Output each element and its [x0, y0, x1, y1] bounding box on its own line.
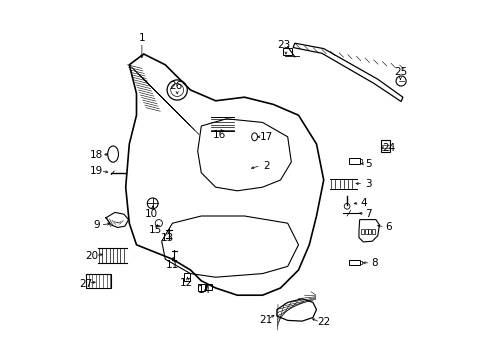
Text: 13: 13 [160, 233, 173, 243]
Text: 22: 22 [316, 317, 330, 327]
Bar [364, 229, 367, 234]
Text: 1: 1 [138, 33, 145, 43]
Text: 7: 7 [365, 209, 371, 219]
Text: 10: 10 [144, 209, 157, 219]
Text: 25: 25 [394, 67, 407, 77]
Text: 4: 4 [359, 198, 366, 208]
Bar [360, 261, 362, 264]
Text: 6: 6 [385, 222, 391, 232]
Text: 2: 2 [262, 161, 269, 171]
Text: 18: 18 [90, 150, 103, 160]
Text: 5: 5 [365, 159, 371, 169]
Bar [371, 229, 374, 234]
Text: 17: 17 [259, 132, 272, 142]
Text: 14: 14 [198, 285, 211, 295]
Text: 23: 23 [277, 40, 290, 50]
Text: 21: 21 [259, 315, 272, 325]
Text: 11: 11 [165, 260, 179, 270]
Bar [360, 159, 362, 163]
Text: 3: 3 [365, 179, 371, 189]
Text: 19: 19 [90, 166, 103, 176]
Bar [283, 48, 292, 55]
Bar [367, 229, 370, 234]
Text: 8: 8 [370, 258, 377, 268]
Text: 26: 26 [169, 81, 183, 91]
Bar [348, 158, 359, 164]
Text: 20: 20 [85, 251, 98, 261]
Text: 9: 9 [93, 220, 100, 230]
Bar [197, 284, 204, 291]
Text: 15: 15 [148, 225, 162, 235]
Text: 24: 24 [381, 143, 394, 153]
Bar [361, 229, 363, 234]
Text: 27: 27 [79, 279, 92, 289]
Text: 16: 16 [212, 130, 225, 140]
Bar [205, 284, 212, 290]
Bar [380, 140, 389, 152]
Bar [348, 260, 359, 265]
Text: 12: 12 [180, 278, 193, 288]
